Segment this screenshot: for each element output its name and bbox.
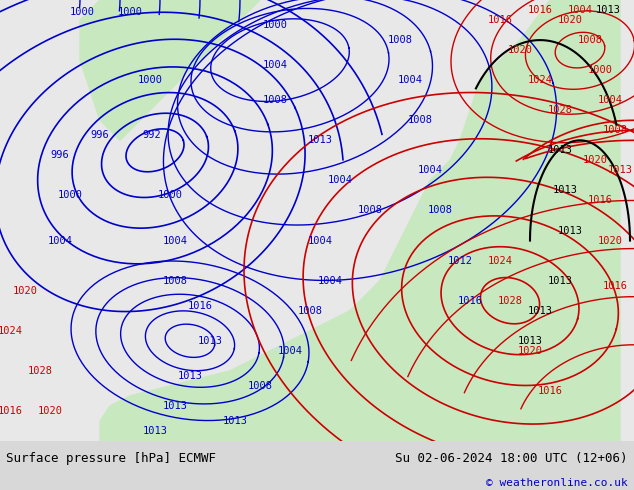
Text: 1020: 1020 [517,346,543,356]
Text: 1013: 1013 [307,135,332,146]
Text: 1013: 1013 [517,336,543,346]
Text: 1016: 1016 [538,386,562,396]
Text: 1000: 1000 [588,65,612,75]
Text: 1028: 1028 [27,366,53,376]
Text: 1008: 1008 [262,95,287,105]
Text: 1000: 1000 [58,191,82,200]
Text: Surface pressure [hPa] ECMWF: Surface pressure [hPa] ECMWF [6,452,216,465]
Text: 1016: 1016 [488,15,512,25]
Text: 1004: 1004 [278,346,302,356]
Text: 1008: 1008 [387,35,413,45]
Text: 1004: 1004 [567,5,593,15]
Text: 1020: 1020 [13,286,37,295]
Text: 1004: 1004 [318,276,342,286]
Text: 1008: 1008 [427,205,453,216]
Text: 1000: 1000 [262,20,287,30]
Text: 1013: 1013 [198,336,223,346]
Text: 1008: 1008 [297,306,323,316]
Text: 1008: 1008 [602,125,628,135]
Text: 1013: 1013 [548,146,573,155]
Text: 1016: 1016 [588,196,612,205]
Text: 1004: 1004 [418,166,443,175]
Text: 1013: 1013 [162,401,188,411]
Text: 1004: 1004 [328,175,353,185]
Text: 1028: 1028 [548,105,573,115]
Text: 996: 996 [51,150,69,160]
Text: 1013: 1013 [548,276,573,286]
Text: 1024: 1024 [0,326,22,336]
Text: 1020: 1020 [557,15,583,25]
Text: 1024: 1024 [488,256,512,266]
Text: 992: 992 [143,130,162,140]
Text: 1000: 1000 [70,7,94,17]
Polygon shape [80,0,260,140]
Text: 1013: 1013 [595,5,621,15]
Text: 1004: 1004 [398,75,422,85]
Text: 1013: 1013 [557,225,583,236]
Text: 1000: 1000 [157,191,183,200]
Text: 1013: 1013 [143,426,167,436]
Text: 1016: 1016 [527,5,552,15]
Text: 1004: 1004 [307,236,332,245]
Text: 1008: 1008 [247,381,273,391]
Text: 1020: 1020 [37,406,63,416]
Text: 1008: 1008 [578,35,602,45]
Text: 1000: 1000 [138,75,162,85]
Text: 1028: 1028 [498,295,522,306]
Text: 1013: 1013 [607,166,633,175]
Text: 1020: 1020 [507,45,533,55]
Text: 1013: 1013 [178,371,202,381]
Text: 1008: 1008 [162,276,188,286]
Text: 1004: 1004 [597,95,623,105]
Text: 1020: 1020 [597,236,623,245]
Text: 1020: 1020 [583,155,607,165]
Text: 1016: 1016 [458,295,482,306]
Text: 1004: 1004 [262,60,287,70]
Text: Su 02-06-2024 18:00 UTC (12+06): Su 02-06-2024 18:00 UTC (12+06) [395,452,628,465]
Text: 1008: 1008 [358,205,382,216]
Text: 1012: 1012 [448,256,472,266]
Polygon shape [100,0,620,441]
Text: 1013: 1013 [527,306,552,316]
Text: 996: 996 [91,130,110,140]
Text: 1016: 1016 [0,406,22,416]
Text: 1013: 1013 [552,185,578,196]
Text: 1000: 1000 [117,7,143,17]
Text: © weatheronline.co.uk: © weatheronline.co.uk [486,478,628,488]
Text: 1004: 1004 [162,236,188,245]
Text: 1004: 1004 [48,236,72,245]
Text: 1024: 1024 [527,75,552,85]
Text: 1016: 1016 [602,281,628,291]
Text: 1008: 1008 [408,115,432,125]
Text: 1013: 1013 [223,416,247,426]
Text: 1016: 1016 [188,301,212,311]
